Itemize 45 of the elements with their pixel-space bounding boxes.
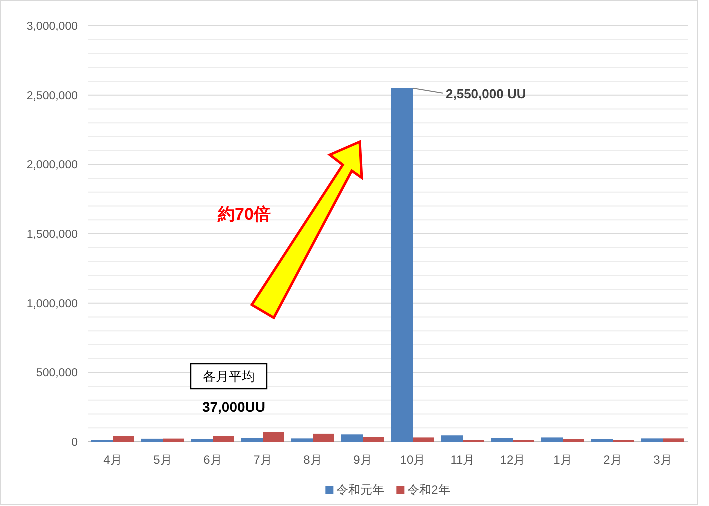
- bar: [663, 438, 684, 442]
- bar: [192, 439, 213, 442]
- x-tick-label: 2月: [604, 453, 622, 467]
- annotation: 37,000UU: [202, 399, 266, 415]
- x-tick-label: 8月: [304, 453, 322, 467]
- bar: [263, 432, 284, 442]
- y-tick-label: 0: [72, 437, 78, 449]
- annotation: 各月平均: [203, 369, 255, 384]
- x-tick-label: 10月: [400, 453, 426, 467]
- bar: [242, 438, 263, 442]
- bar: [413, 438, 434, 442]
- bar: [542, 438, 563, 442]
- x-tick-label: 6月: [204, 453, 222, 467]
- x-tick-label: 5月: [154, 453, 172, 467]
- y-tick-label: 1,500,000: [26, 229, 78, 241]
- y-tick-label: 1,000,000: [26, 298, 78, 310]
- bar: [363, 437, 384, 442]
- annotation: 2,550,000 UU: [446, 86, 526, 102]
- bar: [342, 434, 363, 442]
- bar: [642, 438, 663, 442]
- y-tick-label: 2,500,000: [26, 90, 78, 102]
- x-tick-label: 3月: [654, 453, 672, 467]
- bar: [142, 438, 163, 442]
- bar: [492, 438, 513, 442]
- bar: [313, 434, 334, 442]
- annotation: 約70倍: [217, 205, 271, 224]
- y-tick-label: 2,000,000: [26, 160, 78, 172]
- bar: [592, 439, 613, 442]
- x-tick-label: 9月: [354, 453, 372, 467]
- bar: [392, 88, 413, 442]
- x-tick-label: 12月: [500, 453, 526, 467]
- x-tick-label: 4月: [104, 453, 122, 467]
- legend-label: 令和元年: [336, 483, 385, 497]
- y-tick-label: 3,000,000: [26, 21, 78, 33]
- bar: [113, 436, 134, 442]
- y-tick-label: 500,000: [36, 368, 78, 380]
- bar: [163, 438, 184, 442]
- bar: [292, 438, 313, 442]
- bar: [213, 436, 234, 442]
- bar: [442, 436, 463, 442]
- bar: [563, 439, 584, 442]
- x-tick-label: 11月: [450, 453, 476, 467]
- legend-label: 令和2年: [408, 483, 450, 497]
- x-tick-label: 7月: [254, 453, 272, 467]
- x-tick-label: 1月: [554, 453, 572, 467]
